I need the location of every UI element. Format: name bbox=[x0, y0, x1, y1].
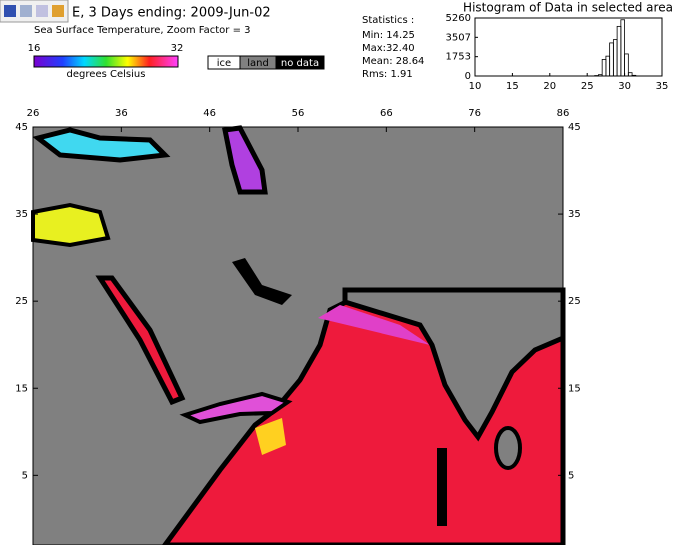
colorbar-unit: degrees Celsius bbox=[67, 69, 146, 80]
map-y-label: 15 bbox=[15, 383, 28, 394]
map-x-label: 26 bbox=[27, 108, 40, 119]
map-y-label: 35 bbox=[15, 209, 28, 220]
legend-label: land bbox=[247, 58, 269, 69]
stats-line: Min: 14.25 bbox=[362, 30, 415, 41]
stats-line: Mean: 28.64 bbox=[362, 56, 424, 67]
map-x-label: 66 bbox=[380, 108, 393, 119]
export-icon[interactable] bbox=[52, 5, 64, 17]
y-tick-label: 1753 bbox=[446, 52, 471, 63]
x-tick-label: 10 bbox=[469, 81, 482, 92]
save-icon[interactable] bbox=[4, 5, 16, 17]
map-y-label: 25 bbox=[15, 296, 28, 307]
coastal-water bbox=[318, 305, 430, 345]
persian-gulf bbox=[232, 258, 292, 305]
sri-lanka bbox=[494, 426, 522, 470]
bar bbox=[601, 59, 607, 77]
stats-title: Statistics : bbox=[362, 15, 414, 26]
print-icon[interactable] bbox=[20, 5, 32, 17]
map bbox=[31, 125, 566, 545]
map-y-label: 45 bbox=[568, 122, 581, 133]
bar bbox=[620, 19, 625, 77]
map-y-label: 45 bbox=[15, 122, 28, 133]
x-tick-label: 30 bbox=[618, 81, 631, 92]
map-x-label: 56 bbox=[292, 108, 305, 119]
histogram-title: Histogram of Data in selected area bbox=[463, 1, 673, 15]
map-y-label: 5 bbox=[568, 470, 574, 481]
bar bbox=[612, 39, 618, 77]
y-tick-label: 0 bbox=[465, 71, 471, 82]
stats-line: Rms: 1.91 bbox=[362, 69, 413, 80]
x-tick-label: 35 bbox=[656, 81, 669, 92]
caspian-sea bbox=[222, 125, 268, 195]
stats-line: Max:32.40 bbox=[362, 43, 415, 54]
bar bbox=[605, 55, 611, 77]
bar bbox=[631, 74, 637, 77]
toolbar bbox=[0, 0, 69, 23]
y-tick-label: 5260 bbox=[446, 13, 471, 24]
map-x-label: 86 bbox=[557, 108, 570, 119]
histogram-frame bbox=[474, 17, 663, 77]
legend-swatch bbox=[275, 55, 325, 70]
bar bbox=[627, 72, 633, 77]
mediterranean bbox=[31, 202, 111, 248]
warm-patch bbox=[255, 418, 286, 455]
map-y-label: 5 bbox=[22, 470, 28, 481]
legend-label: ice bbox=[217, 58, 231, 69]
map-x-label: 76 bbox=[468, 108, 481, 119]
black-sea bbox=[32, 127, 171, 163]
islands bbox=[437, 448, 447, 526]
red-sea bbox=[95, 275, 186, 406]
bar bbox=[598, 74, 603, 77]
bar bbox=[624, 53, 629, 77]
x-tick-label: 25 bbox=[581, 81, 594, 92]
map-y-label: 15 bbox=[568, 383, 581, 394]
zoom-icon[interactable] bbox=[36, 5, 48, 17]
subtitle: Sea Surface Temperature, Zoom Factor = 3 bbox=[34, 25, 251, 36]
map-x-label: 46 bbox=[203, 108, 216, 119]
colorbar-min: 16 bbox=[28, 43, 41, 54]
y-tick-label: 3507 bbox=[446, 32, 471, 43]
x-tick-label: 15 bbox=[506, 81, 519, 92]
map-x-label: 36 bbox=[115, 108, 128, 119]
bar bbox=[609, 42, 614, 77]
bar bbox=[616, 25, 622, 77]
gulf-of-aden bbox=[179, 391, 293, 425]
title: E, 3 Days ending: 2009-Jun-02 bbox=[72, 6, 271, 21]
colorbar-max: 32 bbox=[171, 43, 184, 54]
map-y-label: 25 bbox=[568, 296, 581, 307]
legend-label: no data bbox=[281, 58, 319, 69]
colorbar bbox=[33, 55, 179, 68]
map-y-label: 35 bbox=[568, 209, 581, 220]
x-tick-label: 20 bbox=[543, 81, 556, 92]
